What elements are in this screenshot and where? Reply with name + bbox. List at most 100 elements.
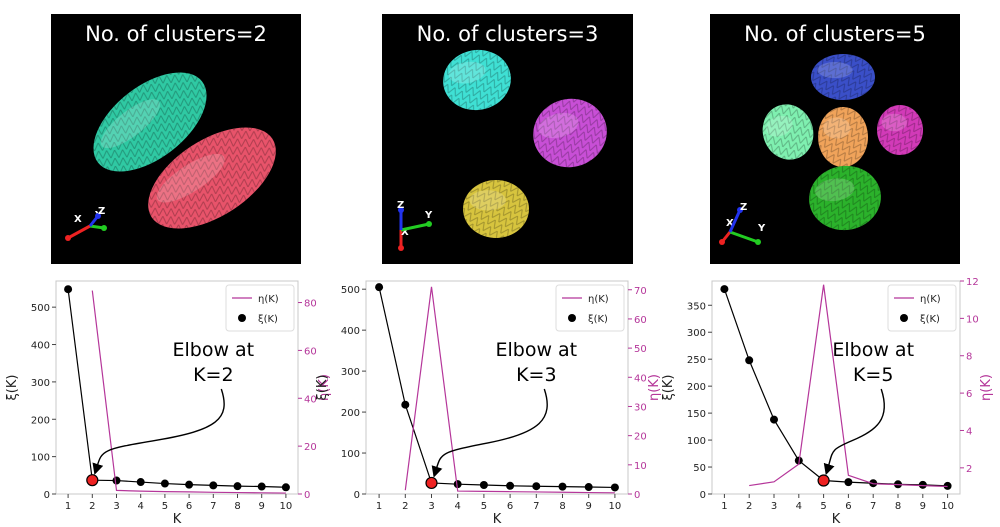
legend-xi-swatch (238, 314, 246, 322)
xi-point (209, 481, 218, 490)
x-axis-title: K (493, 512, 502, 527)
xi-point (375, 283, 384, 292)
x-axis-title: K (832, 512, 841, 527)
x-tick-label: 5 (162, 501, 168, 512)
cluster-texture (463, 180, 529, 238)
axis-y-arrow (729, 230, 759, 244)
y-right-tick-label: 60 (634, 315, 647, 326)
cluster-render: No. of clusters=2 XYZ (51, 14, 301, 264)
y-left-tick-label: 300 (687, 328, 706, 339)
elbow-point (817, 474, 830, 487)
x-tick-label: 10 (609, 501, 622, 512)
cluster-highlight (156, 153, 225, 203)
xi-point (584, 483, 593, 492)
legend-eta-label: η(K) (920, 294, 941, 305)
legend-xi-label: ξ(K) (258, 314, 278, 325)
red-cluster (148, 127, 276, 229)
legend: η(K) ξ(K) (225, 284, 295, 332)
cluster-texture (443, 49, 511, 111)
panel-1: No. of clusters=2XYZ12345678910K01002003… (5, 14, 332, 527)
axis-y-tip (101, 225, 107, 231)
x-tick-label: 4 (138, 501, 144, 512)
annotation-arrow (431, 388, 548, 478)
annotation-line-2: K=3 (516, 364, 556, 386)
annotation-arrow (92, 388, 225, 475)
cluster-texture (148, 127, 276, 229)
cluster-highlight (765, 115, 793, 137)
xi-series-line (67, 289, 286, 488)
axis-z-arrow (728, 209, 742, 233)
elbow-point (425, 476, 438, 490)
cluster-render: No. of clusters=3 X Y Z (382, 14, 633, 264)
x-tick-label: 9 (586, 501, 592, 512)
y-right-tick-label: 50 (634, 344, 647, 355)
axis-x-tip (398, 245, 404, 251)
y-left-tick-label: 400 (31, 341, 50, 352)
xi-point (943, 481, 952, 490)
y-right-tick-label: 8 (966, 352, 972, 363)
annotation-line-2: K=2 (193, 364, 233, 386)
y-right-tick-label: 20 (304, 442, 317, 453)
x-tick-label: 5 (481, 501, 487, 512)
yellow-cluster (463, 180, 529, 238)
xi-point (185, 480, 194, 489)
xi-point (479, 480, 488, 489)
y-right-tick-label: 0 (304, 490, 310, 501)
y-left-tick-label: 500 (341, 285, 360, 296)
y-right-tick-label: 40 (634, 373, 647, 384)
y-left-tick-label: 0 (44, 490, 50, 501)
y-right-tick-label: 40 (304, 394, 317, 405)
mint-cluster (762, 104, 814, 160)
xi-point (160, 479, 169, 488)
axis-z-tip (737, 207, 743, 213)
eta-series-line (404, 286, 615, 494)
y-left-tick-label: 350 (687, 301, 706, 312)
x-tick-label: 3 (113, 501, 119, 512)
xi-point (844, 478, 853, 487)
axis-triad: X YZ (719, 202, 766, 245)
x-tick-label: 4 (796, 501, 802, 512)
y-left-tick-label: 150 (687, 409, 706, 420)
x-tick-label: 10 (280, 501, 293, 512)
cluster-texture (809, 165, 881, 231)
elbow-chart: 1 2 3 4 5 6 7 8 9 10 K 0 100 200 300 400 500 ξ(K) 0 20 40 60 8… (5, 280, 332, 527)
teal-cluster (93, 72, 207, 172)
xi-point (558, 482, 567, 491)
magenta-cluster (877, 105, 923, 155)
y-left-tick-label: 100 (687, 436, 706, 447)
x-tick-label: 8 (559, 501, 565, 512)
xi-point (770, 415, 778, 424)
xi-point (136, 478, 145, 487)
y-left-tick-label: 300 (341, 367, 360, 378)
axis-y-label: Y (424, 210, 433, 221)
annotation-line-1: Elbow at (495, 339, 577, 361)
legend: η(K) ξ(K) (555, 284, 625, 332)
axis-y-arrow (400, 222, 430, 232)
xi-point (401, 400, 410, 409)
panel-3: No. of clusters=5X YZ1 2 3 4 5 6 7 8 9 10K05010015… (661, 14, 994, 527)
y-left-tick-label: 50 (693, 463, 706, 474)
x-tick-label: 9 (920, 501, 926, 512)
cluster-highlight (817, 62, 853, 79)
x-tick-label: 7 (210, 501, 216, 512)
y-left-axis-title: ξ(K) (5, 375, 20, 401)
axis-x-tip (719, 239, 725, 245)
cluster-texture (762, 104, 814, 160)
cluster-texture (811, 54, 875, 100)
xi-point (745, 356, 754, 365)
cluster-highlight (823, 117, 851, 139)
axis-x-arrow (67, 224, 91, 240)
xi-point (918, 480, 927, 489)
y-right-tick-label: 80 (304, 299, 317, 310)
y-left-tick-label: 100 (341, 449, 360, 460)
legend-xi-swatch (568, 314, 576, 322)
render-title: No. of clusters=3 (417, 22, 599, 46)
y-right-tick-label: 2 (966, 464, 972, 475)
y-right-tick-label: 70 (634, 286, 647, 297)
xi-point (281, 483, 290, 492)
cluster-texture (533, 98, 607, 168)
elbow-annotation: Elbow at K=3 (431, 339, 577, 478)
y-left-tick-label: 200 (31, 415, 50, 426)
